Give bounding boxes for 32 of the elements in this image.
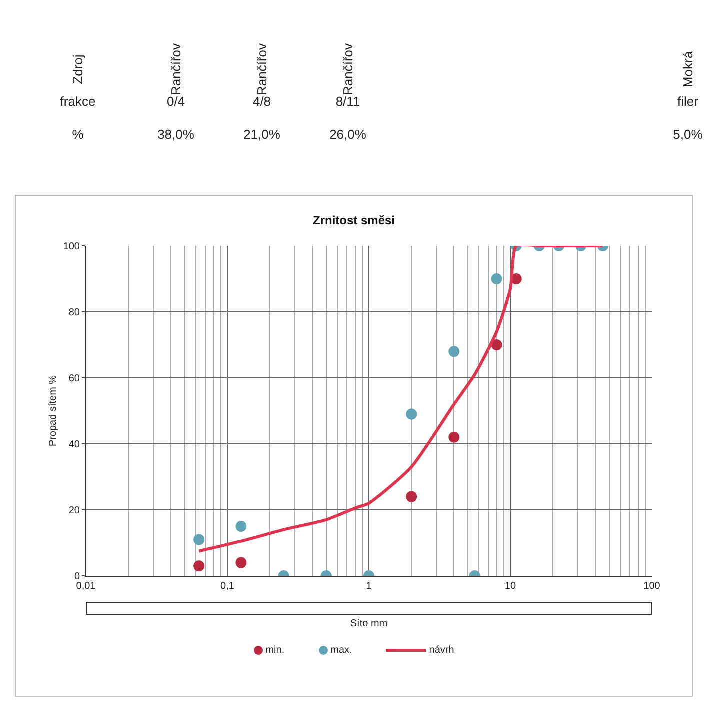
text: 38,0% [158,127,194,142]
chart-title: Zrnitost směsi [312,213,396,228]
text: 4/8 [252,94,272,109]
text: Mokrá [680,51,696,88]
text: Rančířov [340,43,356,96]
x-axis-title: Síto mm [350,618,388,630]
x-tick-label: 1 [366,581,372,592]
x-tick-label: 0,1 [220,581,235,592]
text: 5,0% [673,127,703,142]
text: Rančířov [168,43,184,96]
y-tick-label: 80 [68,308,80,318]
text: filer [678,94,698,109]
y-axis-title: Propad sítem % [48,375,59,447]
text: 26,0% [330,127,366,142]
text: 21,0% [244,127,280,142]
y-tick-label: 60 [68,374,80,384]
y-tick-label: 20 [68,506,80,516]
y-tick-label: 0 [74,572,80,582]
text: % [72,127,84,142]
legend-label: min. [266,645,285,656]
text: 8/11 [336,94,360,109]
legend-label: max. [330,645,352,656]
text: frakce [60,94,96,109]
y-tick-label: 100 [63,242,80,252]
text: Zdroj [70,54,86,84]
x-tick-label: 10 [504,581,516,592]
text: 0/4 [166,94,186,109]
text: Rančířov [254,43,270,96]
x-tick-label: 0,01 [76,581,96,592]
y-tick-label: 40 [68,440,80,450]
legend-label: návrh [429,645,454,656]
x-tick-label: 100 [644,581,661,592]
